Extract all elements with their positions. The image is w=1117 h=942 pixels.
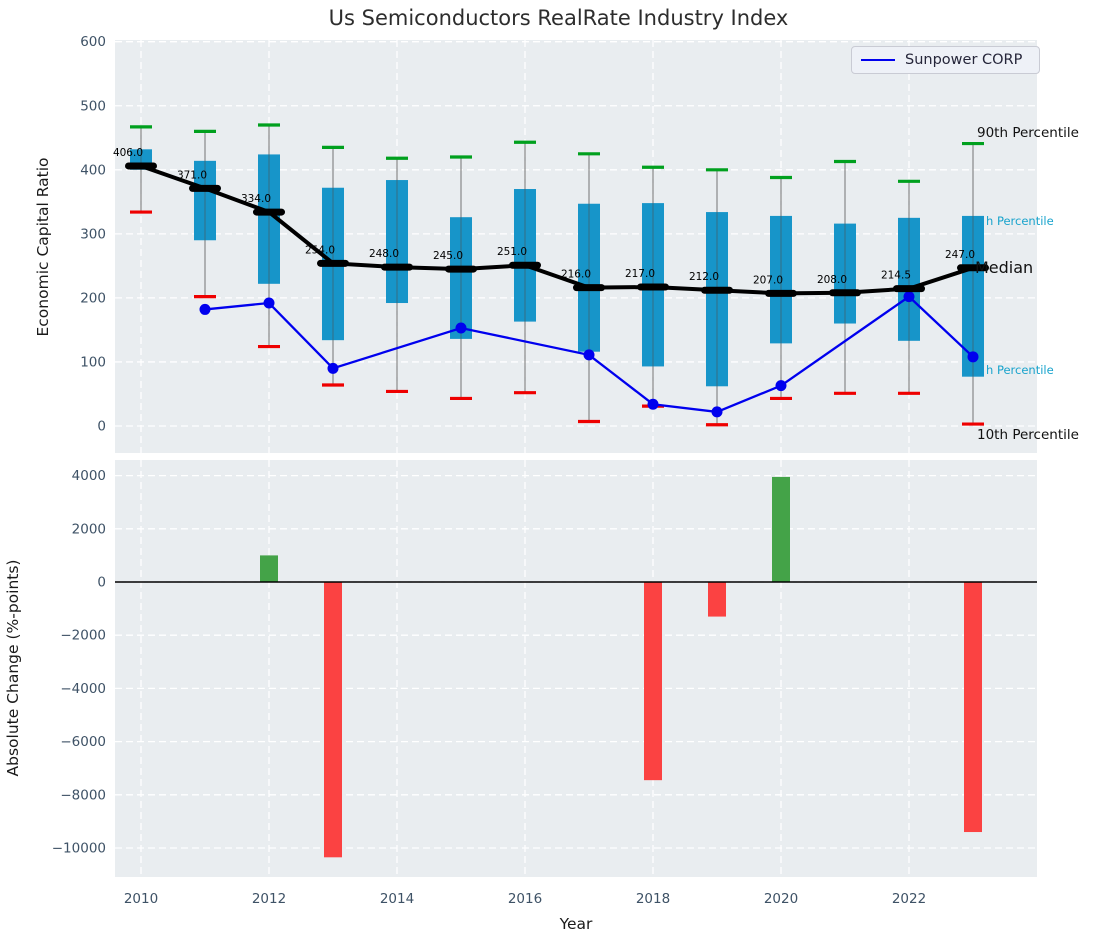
series-point-2022: [903, 291, 915, 303]
series-point-2018: [647, 398, 659, 410]
series-line: [204, 295, 974, 414]
top-y-tick-0: 0: [97, 419, 106, 435]
series-point-2019: [711, 406, 723, 418]
chart-title: Us Semiconductors RealRate Industry Inde…: [328, 6, 789, 30]
legend-line-swatch: [861, 59, 895, 61]
bottom-y-tick--2000: −2000: [60, 628, 106, 644]
median-annotation-2015: 245.0: [433, 250, 463, 262]
series-point-2013: [327, 362, 339, 374]
legend-label: Sunpower CORP: [905, 52, 1023, 68]
series-point-2011: [199, 303, 211, 315]
bar-2013: [324, 582, 342, 858]
top-y-axis-label: Economic Capital Ratio: [34, 157, 52, 336]
median-annotation-2011: 371.0: [177, 169, 207, 181]
series-point-2020: [775, 380, 787, 392]
bar-2023: [964, 582, 982, 833]
top-y-tick-500: 500: [80, 98, 106, 114]
median-marker-2013: [317, 259, 349, 267]
bar-2012: [260, 555, 278, 582]
median-marker-2016: [509, 261, 541, 269]
bar-2018: [644, 582, 662, 781]
x-axis-label: Year: [559, 915, 593, 933]
bottom-y-tick--10000: −10000: [52, 841, 106, 857]
top-y-tick-200: 200: [80, 290, 106, 306]
median-marker-2022: [893, 285, 925, 293]
median-marker-2019: [701, 286, 733, 294]
series-point-2017: [583, 349, 595, 361]
median-marker-2015: [445, 265, 477, 273]
x-tick-2012: 2012: [252, 891, 286, 907]
median-marker-2011: [189, 184, 221, 192]
bottom-y-tick--8000: −8000: [60, 787, 106, 803]
bottom-y-tick-2000: 2000: [72, 521, 106, 537]
bottom-y-tick-4000: 4000: [72, 468, 106, 484]
median-annotation-2020: 207.0: [753, 274, 783, 286]
percentile-25-label: h Percentile: [986, 363, 1054, 377]
top-y-tick-100: 100: [80, 354, 106, 370]
percentile-10-label: 10th Percentile: [977, 427, 1079, 443]
x-tick-2020: 2020: [764, 891, 798, 907]
median-marker-2021: [829, 289, 861, 297]
median-annotation-2022: 214.5: [881, 270, 911, 282]
series-point-2012: [263, 297, 275, 309]
x-tick-2022: 2022: [892, 891, 926, 907]
median-annotation-2010: 406.0: [113, 147, 143, 159]
median-marker-2017: [573, 284, 605, 292]
bar-2020: [772, 476, 790, 582]
x-tick-2018: 2018: [636, 891, 670, 907]
median-marker-2020: [765, 289, 797, 297]
x-tick-2014: 2014: [380, 891, 414, 907]
top-y-tick-600: 600: [80, 34, 106, 50]
bottom-y-axis-label: Absolute Change (%-points): [4, 560, 22, 777]
median-marker-2018: [637, 283, 669, 291]
series-point-2023: [967, 351, 979, 363]
bottom-y-tick--6000: −6000: [60, 734, 106, 750]
median-marker-2014: [381, 263, 413, 271]
median-annotation-2014: 248.0: [369, 248, 399, 260]
median-annotation-2019: 212.0: [689, 271, 719, 283]
median-marker-2023: [957, 264, 989, 272]
x-tick-2010: 2010: [124, 891, 158, 907]
median-label: Median: [975, 258, 1033, 277]
median-annotation-2018: 217.0: [625, 268, 655, 280]
median-annotation-2012: 334.0: [241, 193, 271, 205]
median-marker-2010: [125, 162, 157, 170]
percentile-75-label: h Percentile: [986, 214, 1054, 228]
bottom-y-tick-0: 0: [97, 575, 106, 591]
median-annotation-2023: 247.0: [945, 249, 975, 261]
legend: Sunpower CORP: [851, 46, 1040, 74]
median-marker-2012: [253, 208, 285, 216]
bar-2019: [708, 582, 726, 617]
x-tick-2016: 2016: [508, 891, 542, 907]
percentile-90-label: 90th Percentile: [977, 125, 1079, 141]
bottom-y-tick--4000: −4000: [60, 681, 106, 697]
series-point-2015: [455, 322, 467, 334]
top-y-tick-300: 300: [80, 226, 106, 242]
median-annotation-2013: 254.0: [305, 244, 335, 256]
median-annotation-2021: 208.0: [817, 274, 847, 286]
median-annotation-2016: 251.0: [497, 246, 527, 258]
median-annotation-2017: 216.0: [561, 269, 591, 281]
top-y-tick-400: 400: [80, 162, 106, 178]
